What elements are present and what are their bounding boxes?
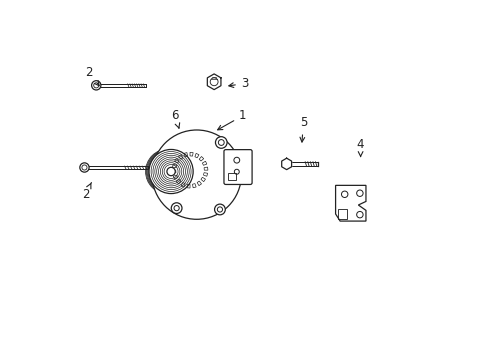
Polygon shape (207, 74, 221, 90)
Text: 6: 6 (171, 109, 179, 128)
Polygon shape (335, 185, 365, 221)
FancyBboxPatch shape (224, 150, 252, 184)
Text: 2: 2 (85, 66, 99, 86)
Polygon shape (281, 158, 291, 170)
Circle shape (171, 203, 182, 213)
Circle shape (215, 137, 226, 148)
Text: 2: 2 (81, 183, 91, 201)
Text: 1: 1 (217, 109, 246, 130)
Text: 4: 4 (356, 138, 364, 157)
Circle shape (166, 167, 175, 176)
Circle shape (149, 149, 193, 194)
Circle shape (152, 130, 241, 219)
Circle shape (214, 204, 225, 215)
Text: 5: 5 (299, 116, 306, 142)
Text: 3: 3 (228, 77, 248, 90)
